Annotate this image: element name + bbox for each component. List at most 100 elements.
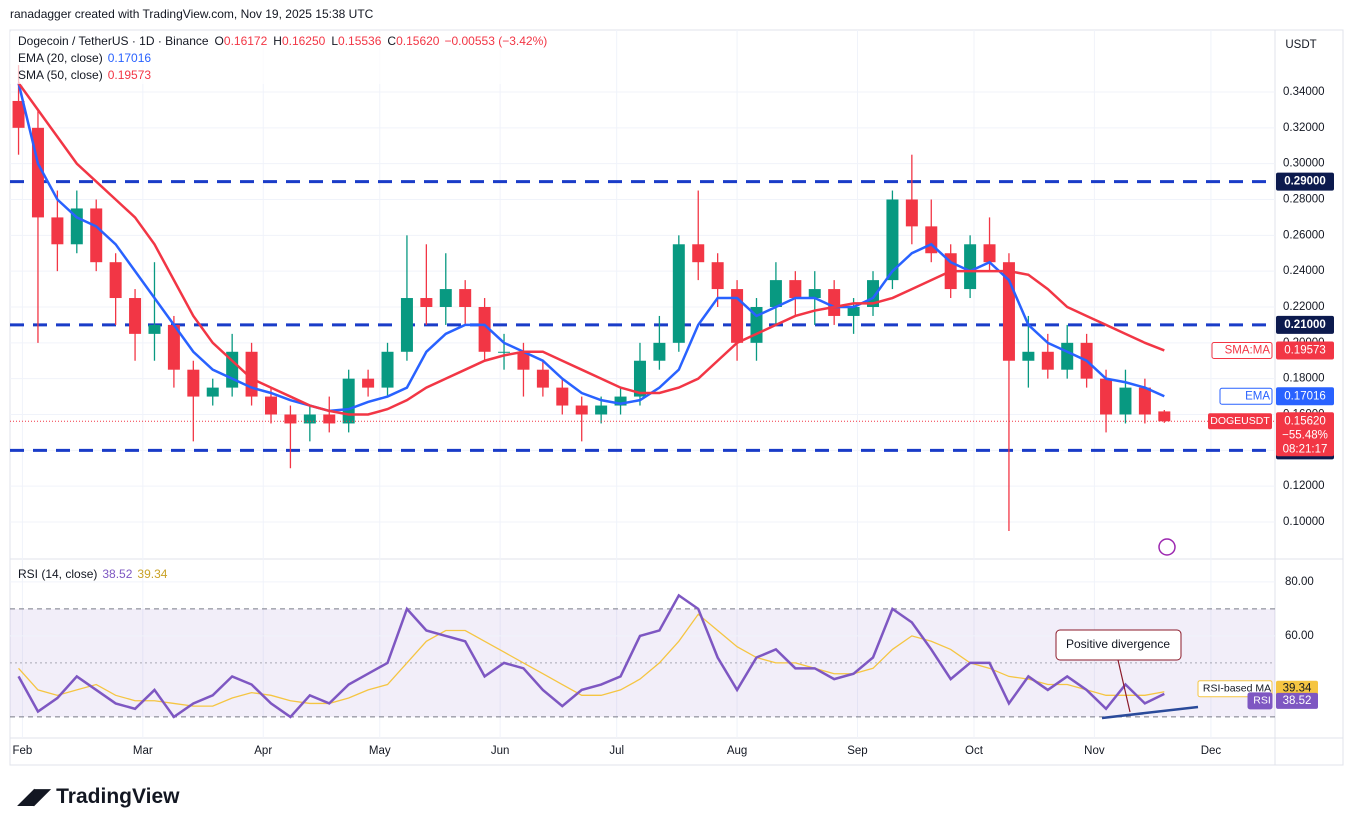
price-badge-text: 0.15620: [1284, 415, 1326, 427]
x-tick-label: Dec: [1201, 745, 1222, 757]
logo-mark: ◢◤: [17, 785, 56, 808]
candle-body: [750, 306, 763, 343]
badge-tag-text: RSI: [1253, 695, 1271, 707]
y-tick-label: 0.34000: [1283, 86, 1325, 98]
price-badge-text: 08:21:17: [1283, 443, 1328, 455]
x-tick-label: Nov: [1084, 745, 1105, 757]
credit: ranadagger created with TradingView.com,…: [10, 7, 374, 21]
candle-body: [51, 217, 64, 245]
y-tick-label: 60.00: [1285, 630, 1314, 642]
ohlc: O0.16172 H0.16250 L0.15536 C0.15620: [215, 34, 440, 48]
ohlc-key: L: [331, 34, 338, 48]
divergence-annotation: Positive divergence: [1055, 629, 1199, 720]
symbol: Dogecoin / TetherUS · 1D · Binance: [18, 34, 209, 48]
candle-body: [517, 351, 530, 370]
frame: [9, 29, 1344, 766]
candle-body: [226, 351, 239, 388]
candle-body: [459, 289, 472, 307]
rsi-line: [17, 593, 1165, 719]
candle-body: [653, 342, 666, 361]
badge-tag-text: DOGEUSDT: [1210, 415, 1270, 427]
x-tick-label: May: [369, 745, 391, 757]
y-tick-label: 0.28000: [1283, 194, 1325, 206]
candle-body: [633, 360, 646, 397]
candle-body: [323, 414, 336, 424]
ma-line: [17, 82, 1165, 416]
callout: [1055, 629, 1182, 661]
candle-body: [1041, 351, 1054, 370]
candle-body: [1119, 387, 1132, 415]
candle-body: [167, 324, 180, 370]
candle-body: [556, 387, 569, 406]
legend: Dogecoin / TetherUS · 1D · Binance O0.161…: [10, 32, 580, 581]
x-tick-label: Oct: [965, 745, 984, 757]
logo: ◢◤ TradingView: [17, 785, 180, 808]
badge-tag: [1219, 387, 1273, 405]
ohlc-key: O: [215, 34, 224, 48]
pointer: [1117, 659, 1131, 713]
level-badge: [1276, 315, 1334, 334]
level-badge: [1276, 172, 1334, 191]
badge-tag-text: RSI-based MA: [1203, 682, 1271, 694]
value-badge-text: 0.19573: [1284, 345, 1326, 357]
candle-body: [439, 289, 452, 307]
badge-tag: [1247, 692, 1273, 710]
candle-body: [789, 280, 802, 299]
y-tick-label: 0.22000: [1283, 301, 1325, 313]
level-label: 0.29000: [1284, 176, 1326, 188]
rsi-value: 38.52: [102, 567, 132, 581]
price-badge: [1276, 412, 1334, 457]
candle-body: [964, 244, 977, 290]
axis-badges: 0.290000.210000.14000EMA0.17016SMA:MA0.1…: [1197, 172, 1334, 710]
candle-body: [90, 208, 103, 263]
candle-body: [847, 306, 860, 316]
candle-body: [342, 378, 355, 424]
candle-body: [478, 306, 491, 352]
candle-body: [12, 100, 25, 128]
candle-body: [692, 244, 705, 263]
candle-body: [129, 298, 142, 334]
badge-tag-text: EMA: [1245, 390, 1270, 402]
candle-body: [206, 387, 219, 397]
callout-text: Positive divergence: [1066, 637, 1170, 651]
x-tick-label: Jul: [609, 745, 624, 757]
candle-body: [711, 262, 724, 290]
candle-body: [905, 199, 918, 227]
candle-body: [148, 324, 161, 334]
ohlc-key: H: [273, 34, 282, 48]
y-tick-label: 80.00: [1285, 576, 1314, 588]
badge-tag: [1211, 341, 1273, 359]
candle-body: [284, 414, 297, 424]
candle-body: [614, 396, 627, 406]
icon: [1158, 538, 1176, 556]
ohlc-value: 0.16250: [282, 34, 326, 48]
candle-body: [828, 289, 841, 316]
candle-body: [400, 298, 413, 352]
x-tick-label: Apr: [254, 745, 272, 757]
price-badge-text: −55.48%: [1282, 429, 1328, 441]
ema-legend: EMA (20, close) 0.17016: [18, 51, 151, 65]
candle-body: [672, 244, 685, 343]
ema-value: 0.17016: [108, 51, 152, 65]
y-tick-label: 0.18000: [1283, 373, 1325, 385]
badge-tag: [1208, 413, 1272, 430]
value-badge: [1276, 341, 1334, 360]
trend-line: [1101, 705, 1199, 720]
candle-body: [575, 405, 588, 415]
candle-body: [536, 369, 549, 388]
candle-body: [1138, 387, 1151, 415]
candle-body: [187, 369, 200, 397]
ohlc-value: 0.16172: [224, 34, 268, 48]
ohlc-value: 0.15620: [396, 34, 440, 48]
candle-body: [70, 208, 83, 245]
candle-body: [420, 298, 433, 307]
level-label: 0.21000: [1284, 319, 1326, 331]
value-badge: [1276, 387, 1334, 406]
candle-body: [381, 351, 394, 388]
y-tick-label: 0.24000: [1283, 265, 1325, 277]
currency: USDT: [1285, 39, 1316, 51]
x-tick-label: Feb: [13, 745, 33, 757]
candle-body: [769, 280, 782, 307]
candle-body: [983, 244, 996, 263]
